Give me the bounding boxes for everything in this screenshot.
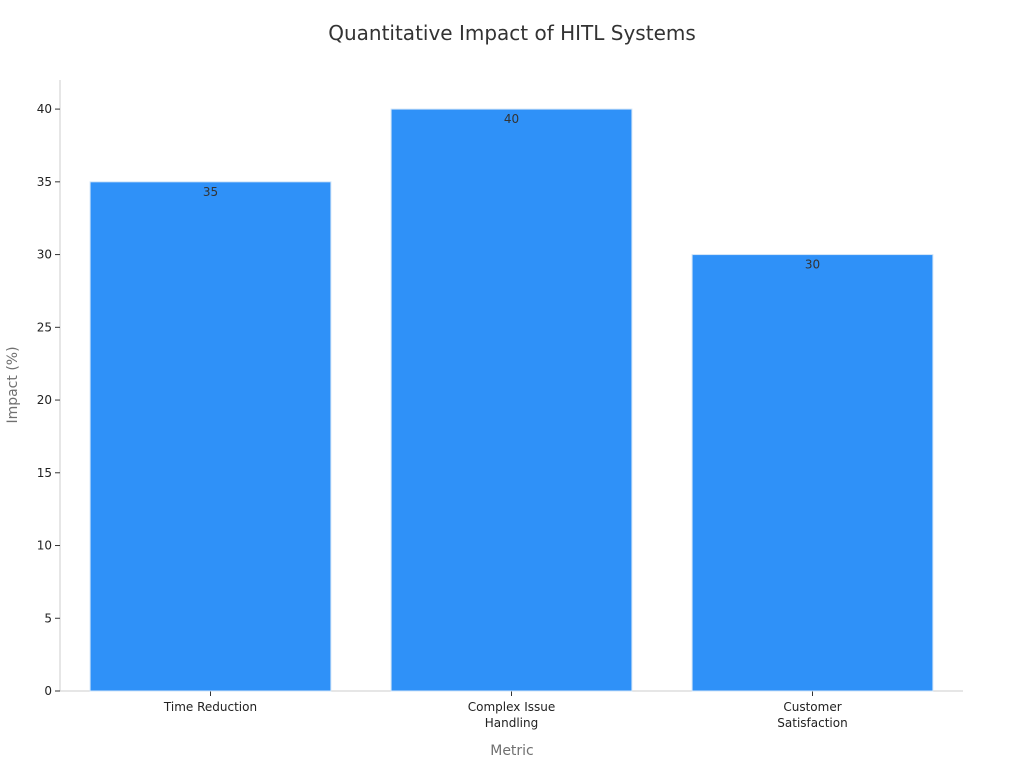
x-tick-label: Time Reduction <box>163 700 257 714</box>
x-tick-label-line: Time Reduction <box>163 700 257 714</box>
bar-1 <box>390 108 633 692</box>
x-axis: Time Reduction Complex Issue Handling Custo… <box>60 690 963 730</box>
y-tick-label: 35 <box>37 175 52 189</box>
data-label: 30 <box>805 258 820 272</box>
bar-0 <box>89 181 332 692</box>
x-axis-title: Metric <box>490 743 534 759</box>
y-tick-label: 0 <box>44 684 52 698</box>
x-tick-label: Complex Issue Handling <box>468 700 555 730</box>
y-tick-label: 40 <box>37 102 52 116</box>
y-axis: 0 5 10 15 20 25 30 35 40 <box>37 80 61 698</box>
bar-2 <box>691 254 934 692</box>
data-label: 35 <box>203 185 218 199</box>
x-tick-label-line: Satisfaction <box>777 716 847 730</box>
x-tick-label-line: Customer <box>783 700 841 714</box>
data-labels-group: 35 40 30 <box>203 112 820 271</box>
data-label: 40 <box>504 112 519 126</box>
y-tick-label: 15 <box>37 466 52 480</box>
y-tick-label: 30 <box>37 248 52 262</box>
x-tick-label-line: Complex Issue <box>468 700 555 714</box>
y-axis-title: Impact (%) <box>5 346 21 423</box>
x-tick-label-line: Handling <box>485 716 539 730</box>
chart-title: Quantitative Impact of HITL Systems <box>328 21 696 45</box>
y-tick-label: 5 <box>44 611 52 625</box>
bars-group <box>89 108 934 692</box>
y-tick-label: 25 <box>37 320 52 334</box>
x-tick-label: Customer Satisfaction <box>777 700 847 730</box>
y-tick-label: 10 <box>37 539 52 553</box>
y-tick-label: 20 <box>37 393 52 407</box>
